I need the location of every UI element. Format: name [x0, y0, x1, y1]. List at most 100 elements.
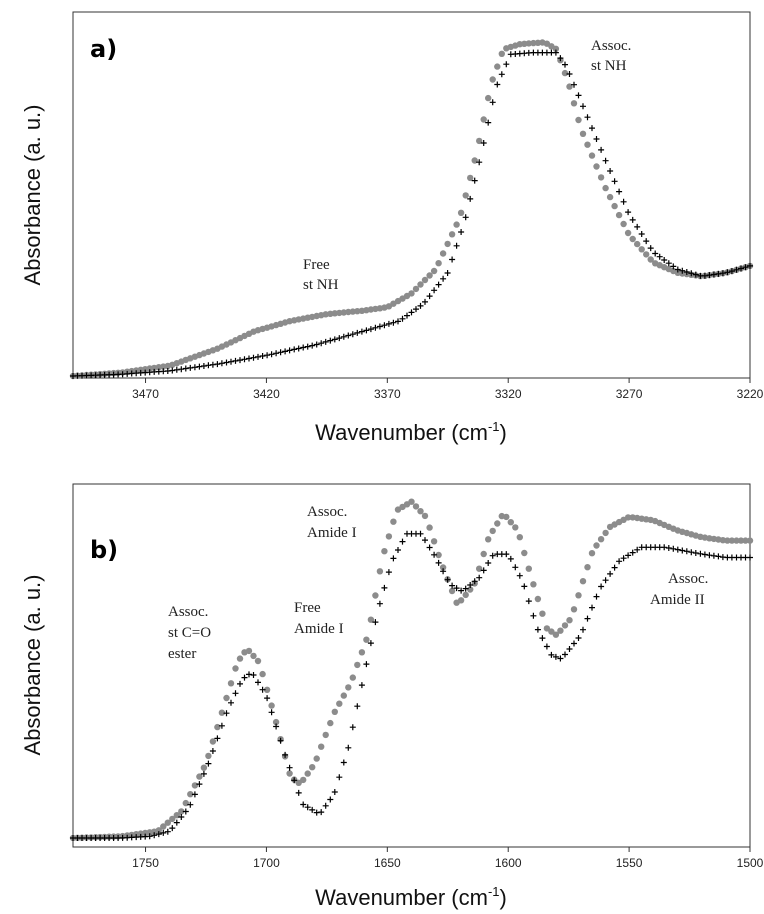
data-point — [616, 188, 623, 195]
data-point — [336, 774, 343, 781]
data-point — [349, 674, 356, 681]
data-point — [169, 367, 176, 374]
data-point — [625, 209, 632, 216]
data-point — [588, 152, 596, 159]
data-point — [286, 770, 293, 777]
data-point — [376, 568, 384, 575]
data-point — [480, 550, 487, 558]
data-point — [611, 202, 618, 210]
data-point — [471, 177, 478, 184]
data-point — [304, 770, 311, 777]
data-point — [191, 791, 198, 798]
x-tick-label: 3270 — [616, 387, 643, 401]
data-point — [444, 270, 451, 276]
data-point — [697, 550, 704, 557]
data-point — [241, 674, 248, 681]
data-point — [584, 114, 591, 121]
data-point — [629, 216, 636, 223]
data-point — [566, 71, 573, 77]
data-point — [413, 306, 419, 313]
data-point — [548, 628, 555, 635]
y-axis-title-a: Absorbance (a. u.) — [20, 105, 45, 286]
data-point — [349, 724, 356, 731]
data-point — [598, 146, 605, 153]
x-tick-label: 3420 — [253, 387, 280, 401]
data-point — [710, 552, 717, 559]
data-point — [395, 318, 401, 325]
data-point — [674, 546, 681, 553]
data-point — [381, 322, 388, 329]
data-point — [503, 61, 510, 68]
data-point — [399, 315, 406, 322]
data-point — [494, 81, 501, 88]
x-tick-label: 1750 — [132, 856, 159, 870]
data-point — [309, 806, 316, 813]
annotation-assoc-st-co-ester: Assoc. st C=O ester — [168, 604, 215, 662]
data-point — [570, 100, 578, 107]
data-point — [309, 764, 316, 771]
data-point — [561, 69, 569, 77]
data-point — [625, 552, 632, 559]
data-point — [439, 250, 447, 257]
data-point — [264, 695, 271, 702]
data-point — [169, 825, 176, 832]
data-point — [489, 552, 496, 559]
data-point — [557, 55, 564, 62]
data-point — [476, 159, 483, 166]
data-point — [521, 549, 528, 557]
data-point — [552, 653, 559, 660]
data-point — [566, 617, 573, 624]
data-point — [264, 352, 271, 359]
data-point — [485, 94, 492, 102]
data-point — [286, 764, 293, 771]
data-point — [268, 709, 275, 716]
data-point — [566, 646, 573, 652]
data-point — [611, 564, 618, 571]
data-point — [733, 266, 740, 273]
x-tick-label: 3370 — [374, 387, 401, 401]
data-point — [250, 354, 257, 361]
data-point — [421, 276, 429, 284]
data-point — [467, 582, 474, 588]
data-point — [661, 544, 668, 551]
data-point — [561, 622, 569, 629]
series-circle — [69, 498, 754, 842]
data-point — [562, 651, 568, 658]
data-point — [701, 551, 708, 558]
data-point — [661, 257, 668, 263]
data-point — [327, 719, 334, 727]
data-point — [345, 744, 352, 751]
data-point — [196, 773, 203, 780]
data-point — [304, 343, 311, 350]
data-point — [634, 223, 641, 230]
data-point — [435, 281, 442, 288]
data-point — [534, 626, 541, 633]
data-point — [214, 361, 221, 368]
data-point — [634, 240, 641, 248]
data-point — [160, 829, 167, 836]
data-point — [200, 770, 207, 777]
data-point — [390, 319, 397, 326]
data-point — [579, 578, 587, 585]
data-point — [300, 801, 307, 808]
data-point — [616, 558, 623, 565]
data-point — [237, 680, 243, 687]
data-point — [151, 832, 158, 839]
panel-label-b: b) — [90, 536, 118, 564]
data-point — [530, 612, 537, 619]
data-point — [214, 723, 221, 731]
data-point — [439, 564, 447, 571]
data-point — [674, 266, 681, 273]
data-point — [588, 550, 596, 557]
data-point — [187, 801, 194, 808]
data-point — [485, 536, 492, 543]
plot-area-a — [72, 11, 751, 379]
data-point — [268, 351, 275, 358]
data-point — [634, 546, 641, 553]
data-point — [467, 174, 474, 182]
data-point — [552, 45, 560, 52]
data-point — [381, 548, 388, 555]
data-point — [232, 690, 239, 697]
data-point — [430, 538, 438, 545]
annotation-free-st-nh: Free st NH — [303, 257, 339, 293]
